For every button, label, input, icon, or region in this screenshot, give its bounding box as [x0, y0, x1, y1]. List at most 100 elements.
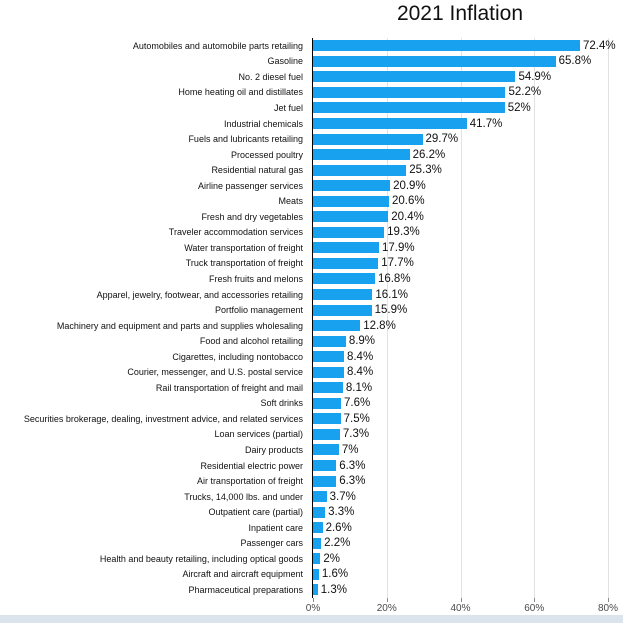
chart-row: Food and alcohol retailing 8.9%	[0, 333, 623, 349]
value-label: 20.6%	[391, 195, 425, 208]
chart-row: Gasoline 65.8%	[0, 54, 623, 70]
value-label: 26.2%	[412, 148, 446, 161]
category-label: Jet fuel	[273, 102, 303, 113]
chart-row: Residential electric power 6.3%	[0, 458, 623, 474]
bar	[313, 491, 327, 503]
category-label: Cigarettes, including nontobacco	[172, 351, 303, 362]
bar-area: 3.3%	[313, 506, 608, 518]
x-axis-tick-label: 0%	[305, 603, 321, 614]
bar-area: 7.5%	[313, 413, 608, 425]
category-label: Food and alcohol retailing	[199, 336, 303, 347]
bottom-strip	[0, 615, 623, 623]
chart-row: Jet fuel 52%	[0, 100, 623, 116]
bar-area: 7%	[313, 444, 608, 456]
category-label: Pharmaceutical preparations	[188, 584, 303, 595]
category-label: Fresh and dry vegetables	[201, 211, 303, 222]
category-label: Trucks, 14,000 lbs. and under	[184, 491, 303, 502]
category-label: Outpatient care (partial)	[208, 507, 303, 518]
bar-area: 7.3%	[313, 428, 608, 440]
value-label: 8.4%	[346, 366, 374, 379]
bar-area: 17.7%	[313, 257, 608, 269]
chart-row: Courier, messenger, and U.S. postal serv…	[0, 364, 623, 380]
value-label: 41.7%	[469, 117, 503, 130]
chart-row: Inpatient care 2.6%	[0, 520, 623, 536]
category-label: No. 2 diesel fuel	[238, 71, 303, 82]
bar-area: 20.4%	[313, 211, 608, 223]
bar-area: 2.2%	[313, 537, 608, 549]
bar	[313, 149, 410, 161]
bar	[313, 568, 319, 580]
value-label: 3.7%	[329, 490, 356, 503]
value-label: 52.2%	[508, 86, 542, 99]
value-label: 12.8%	[363, 319, 396, 332]
category-label: Processed poultry	[230, 149, 303, 160]
value-label: 15.9%	[374, 304, 408, 317]
bar-area: 12.8%	[313, 320, 608, 332]
chart-row: Air transportation of freight 6.3%	[0, 473, 623, 489]
x-axis-tick-label: 20%	[376, 603, 397, 614]
bar-area: 41.7%	[313, 118, 608, 130]
value-label: 72.4%	[582, 39, 616, 52]
chart-row: Passenger cars 2.2%	[0, 536, 623, 552]
category-label: Rail transportation of freight and mail	[155, 382, 303, 393]
value-label: 17.7%	[381, 257, 414, 270]
bar-area: 16.1%	[313, 289, 608, 301]
bar	[313, 226, 385, 238]
value-label: 6.3%	[339, 459, 366, 472]
category-label: Home heating oil and distillates	[178, 87, 303, 98]
category-label: Aircraft and aircraft equipment	[182, 569, 303, 580]
bar-area: 65.8%	[313, 55, 608, 67]
category-label: Traveler accommodation services	[168, 227, 303, 238]
bar	[313, 537, 322, 549]
bar	[313, 195, 389, 207]
bar-area: 16.8%	[313, 273, 608, 285]
x-axis-tick-label: 60%	[524, 603, 545, 614]
value-label: 7%	[341, 443, 359, 456]
value-label: 17.9%	[382, 241, 415, 254]
gridline	[460, 38, 462, 598]
value-label: 7.3%	[342, 428, 370, 441]
x-axis-tick-label: 80%	[597, 603, 619, 614]
category-label: Dairy products	[244, 444, 303, 455]
bar	[313, 444, 339, 456]
bar-area: 8.1%	[313, 382, 608, 394]
bar-area: 25.3%	[313, 164, 608, 176]
chart-title: 2021 Inflation	[396, 2, 524, 25]
bar-area: 6.3%	[313, 475, 608, 487]
bar	[313, 289, 373, 301]
category-label: Fuels and lubricants retailing	[188, 134, 303, 145]
chart-row: Securities brokerage, dealing, investmen…	[0, 411, 623, 427]
bar	[313, 180, 391, 192]
category-label: Water transportation of freight	[184, 242, 303, 253]
category-label: Automobiles and automobile parts retaili…	[132, 40, 303, 51]
bar-area: 1.6%	[313, 568, 608, 580]
category-label: Courier, messenger, and U.S. postal serv…	[127, 367, 303, 378]
value-label: 1.3%	[320, 583, 347, 596]
bar	[313, 413, 341, 425]
bar-area: 17.9%	[313, 242, 608, 254]
category-label: Soft drinks	[260, 398, 303, 409]
value-label: 7.5%	[343, 412, 370, 425]
chart-row: Pharmaceutical preparations 1.3%	[0, 582, 623, 598]
bar-area: 20.6%	[313, 195, 608, 207]
chart-row: Traveler accommodation services 19.3%	[0, 225, 623, 241]
value-label: 8.9%	[348, 335, 376, 348]
bar-area: 52%	[313, 102, 608, 114]
category-label: Loan services (partial)	[214, 429, 303, 440]
chart-row: No. 2 diesel fuel 54.9%	[0, 69, 623, 85]
bar	[313, 397, 342, 409]
category-label: Air transportation of freight	[196, 476, 303, 487]
chart-row: Water transportation of freight 17.9%	[0, 240, 623, 256]
chart-row: Automobiles and automobile parts retaili…	[0, 38, 623, 54]
bar	[313, 86, 506, 98]
x-axis-tick-label: 40%	[450, 603, 471, 614]
bar-area: 15.9%	[313, 304, 608, 316]
chart-row: Airline passenger services 20.9%	[0, 178, 623, 194]
bar	[313, 460, 337, 472]
chart-row: Fuels and lubricants retailing 29.7%	[0, 131, 623, 147]
chart-row: Rail transportation of freight and mail 8…	[0, 380, 623, 396]
chart-row: Trucks, 14,000 lbs. and under 3.7%	[0, 489, 623, 505]
value-label: 54.9%	[518, 70, 552, 83]
bar	[313, 71, 516, 83]
